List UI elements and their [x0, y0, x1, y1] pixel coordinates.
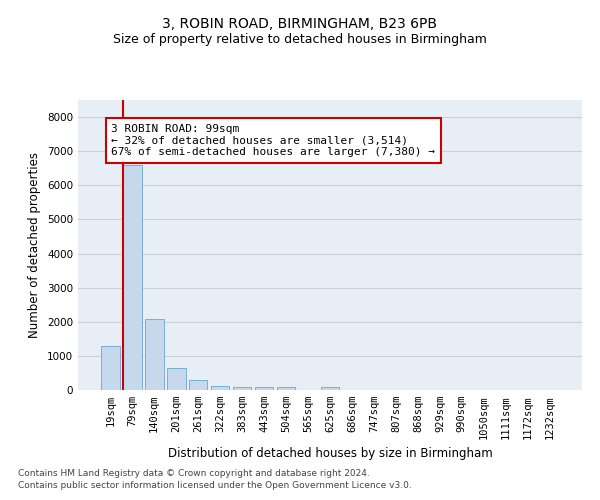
Bar — [255, 387, 274, 390]
Bar — [233, 387, 251, 390]
Text: Contains HM Land Registry data © Crown copyright and database right 2024.: Contains HM Land Registry data © Crown c… — [18, 468, 370, 477]
Text: 3 ROBIN ROAD: 99sqm
← 32% of detached houses are smaller (3,514)
67% of semi-det: 3 ROBIN ROAD: 99sqm ← 32% of detached ho… — [112, 124, 436, 157]
Text: 3, ROBIN ROAD, BIRMINGHAM, B23 6PB: 3, ROBIN ROAD, BIRMINGHAM, B23 6PB — [163, 18, 437, 32]
Bar — [145, 319, 164, 390]
Text: Contains public sector information licensed under the Open Government Licence v3: Contains public sector information licen… — [18, 481, 412, 490]
Bar — [211, 386, 229, 390]
Bar — [277, 386, 295, 390]
Y-axis label: Number of detached properties: Number of detached properties — [28, 152, 41, 338]
Bar — [167, 368, 185, 390]
Bar — [123, 165, 142, 390]
Bar — [101, 346, 119, 390]
Bar — [189, 380, 208, 390]
X-axis label: Distribution of detached houses by size in Birmingham: Distribution of detached houses by size … — [167, 447, 493, 460]
Text: Size of property relative to detached houses in Birmingham: Size of property relative to detached ho… — [113, 32, 487, 46]
Bar — [320, 386, 340, 390]
